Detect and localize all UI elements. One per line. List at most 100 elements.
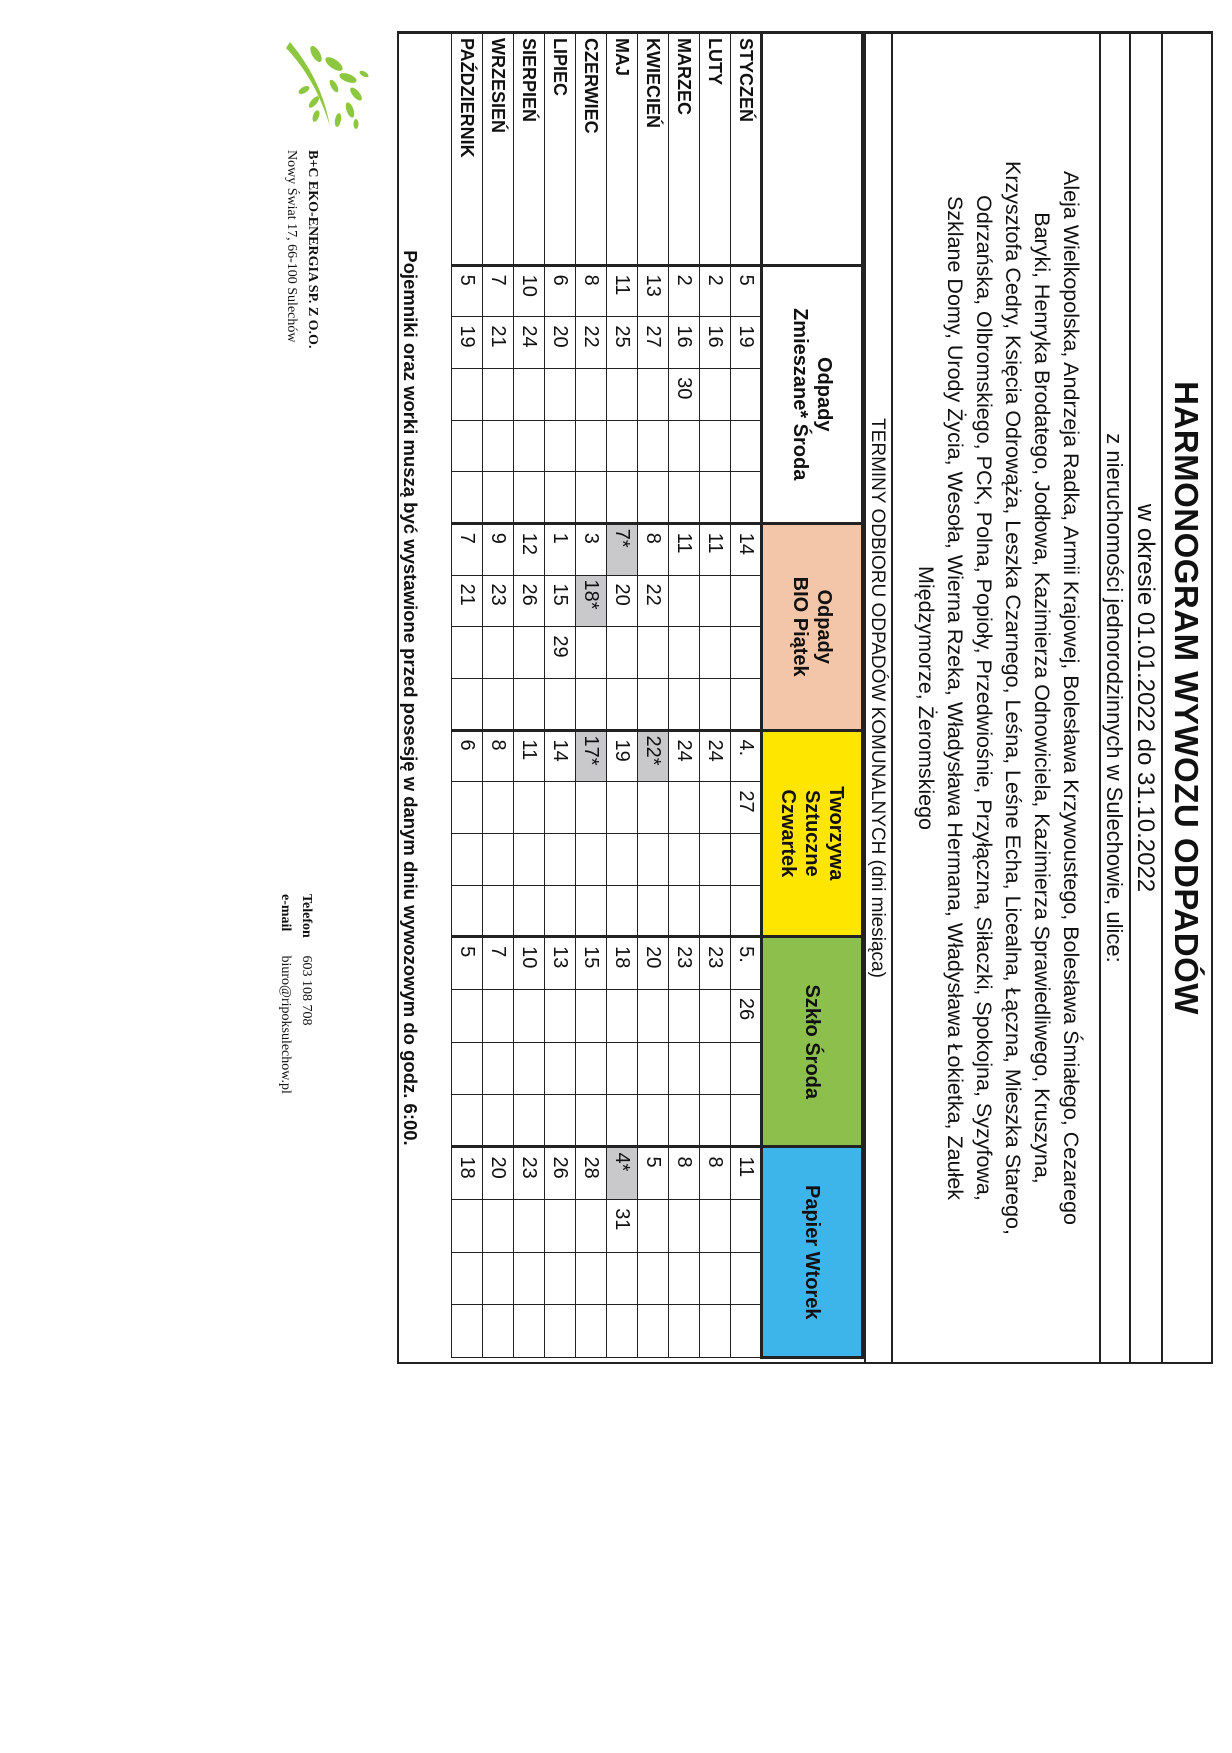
day-cell-s bbox=[606, 1042, 638, 1095]
day-cell-t: 11 bbox=[513, 730, 545, 782]
day-cell-p bbox=[637, 1252, 669, 1305]
day-cell-p bbox=[668, 1199, 700, 1253]
day-cell-t bbox=[575, 833, 607, 886]
day-cell-bio bbox=[482, 678, 514, 731]
day-cell-bio: 3 bbox=[575, 523, 607, 576]
day-cell-s bbox=[575, 1094, 607, 1147]
period-text: w okresie 01.01.2022 do 31.10.2022 bbox=[1129, 34, 1161, 1362]
day-cell-p bbox=[544, 1304, 576, 1358]
day-cell-p: 8 bbox=[699, 1146, 731, 1200]
month-cell: MAJ bbox=[606, 32, 638, 266]
day-cell-bio: 11 bbox=[699, 523, 731, 576]
day-cell-z bbox=[544, 420, 576, 472]
day-cell-t bbox=[699, 781, 731, 834]
day-cell-bio: 15 bbox=[544, 575, 576, 627]
footer: B+C EKO-ENERGIA SP. Z O.O. Nowy Świat 17… bbox=[252, 0, 392, 1753]
day-cell-z bbox=[730, 368, 762, 421]
day-cell-t: 4. bbox=[730, 730, 762, 782]
day-cell-t bbox=[513, 781, 545, 834]
day-cell-z: 16 bbox=[699, 316, 731, 369]
day-cell-p bbox=[699, 1199, 731, 1253]
day-cell-z bbox=[544, 368, 576, 421]
day-cell-z bbox=[482, 368, 514, 421]
day-cell-z: 22 bbox=[575, 316, 607, 369]
day-cell-z: 24 bbox=[513, 316, 545, 369]
day-cell-z: 21 bbox=[482, 316, 514, 369]
day-cell-s: 20 bbox=[637, 936, 669, 990]
day-cell-s bbox=[544, 989, 576, 1043]
month-cell: LIPIEC bbox=[544, 32, 576, 266]
company-block: B+C EKO-ENERGIA SP. Z O.O. Nowy Świat 17… bbox=[278, 150, 320, 348]
day-cell-s bbox=[451, 1094, 483, 1147]
day-cell-z: 5 bbox=[730, 265, 762, 317]
day-cell-bio: 22 bbox=[637, 575, 669, 627]
day-cell-z: 5 bbox=[451, 265, 483, 317]
day-cell-s bbox=[699, 1094, 731, 1147]
table-row: STYCZEŃ 5 19 14 4. 27 5. 26 11 bbox=[730, 32, 762, 1358]
day-cell-t bbox=[575, 885, 607, 937]
day-cell-z bbox=[730, 471, 762, 524]
day-cell-z bbox=[637, 420, 669, 472]
day-cell-z bbox=[699, 471, 731, 524]
day-cell-z: 7 bbox=[482, 265, 514, 317]
day-cell-p: 28 bbox=[575, 1146, 607, 1200]
day-cell-s: 23 bbox=[699, 936, 731, 990]
column-header-p: Papier Wtorek bbox=[761, 1146, 863, 1358]
day-cell-p bbox=[575, 1199, 607, 1253]
day-cell-bio bbox=[482, 626, 514, 679]
month-header-cell bbox=[761, 32, 863, 266]
schedule-frame: HARMONOGRAM WYWOZU ODPADÓW w okresie 01.… bbox=[397, 31, 1213, 1364]
day-cell-t bbox=[513, 833, 545, 886]
day-cell-bio: 11 bbox=[668, 523, 700, 576]
day-cell-s bbox=[668, 989, 700, 1043]
day-cell-bio bbox=[730, 575, 762, 627]
email-label: e-mail bbox=[278, 894, 293, 932]
day-cell-p bbox=[451, 1304, 483, 1358]
document-title: HARMONOGRAM WYWOZU ODPADÓW bbox=[1161, 34, 1211, 1362]
collection-note: Pojemniki oraz worki muszą być wystawion… bbox=[400, 250, 421, 1146]
day-cell-s bbox=[575, 1042, 607, 1095]
day-cell-z bbox=[575, 420, 607, 472]
day-cell-s bbox=[606, 1094, 638, 1147]
day-cell-p bbox=[513, 1304, 545, 1358]
day-cell-p bbox=[699, 1252, 731, 1305]
column-header-s: Szkło Środa bbox=[761, 936, 863, 1147]
column-header-bio: Odpady BIO Piątek bbox=[761, 523, 863, 731]
day-cell-z bbox=[637, 368, 669, 421]
column-header-label: Tworzywa Sztuczne Czwartek bbox=[777, 786, 847, 881]
day-cell-t bbox=[699, 885, 731, 937]
day-cell-p bbox=[575, 1252, 607, 1305]
day-cell-bio: 14 bbox=[730, 523, 762, 576]
day-cell-p bbox=[730, 1304, 762, 1358]
day-cell-s: 18 bbox=[606, 936, 638, 990]
tree-leaves-logo-icon bbox=[286, 42, 369, 129]
day-cell-z bbox=[513, 368, 545, 421]
day-cell-z: 6 bbox=[544, 265, 576, 317]
email-address: biuro@ripoksulechow.pl bbox=[278, 955, 293, 1094]
streets-line: Aleja Wielkopolska, Andrzeja Radka, Armi… bbox=[1059, 170, 1083, 1225]
day-cell-s bbox=[699, 1042, 731, 1095]
day-cell-s bbox=[544, 1042, 576, 1095]
streets-line: Baryki, Henryka Brodatego, Jodłowa, Kazi… bbox=[1030, 212, 1054, 1184]
day-cell-s bbox=[513, 1042, 545, 1095]
day-cell-bio bbox=[606, 678, 638, 731]
day-cell-z bbox=[482, 471, 514, 524]
day-cell-bio-highlighted: 18* bbox=[575, 575, 607, 627]
day-cell-bio: 21 bbox=[451, 575, 483, 627]
day-cell-bio: 1 bbox=[544, 523, 576, 576]
streets-line: Międzymorze, Żeromskiego bbox=[914, 565, 938, 831]
schedule-table: Odpady Zmieszane* Środa Odpady BIO Piątek… bbox=[451, 31, 864, 1359]
day-cell-z bbox=[482, 420, 514, 472]
day-cell-t: 24 bbox=[699, 730, 731, 782]
day-cell-t bbox=[668, 833, 700, 886]
day-cell-bio bbox=[730, 626, 762, 679]
day-cell-bio bbox=[544, 678, 576, 731]
day-cell-t bbox=[544, 781, 576, 834]
phone-label: Telefon bbox=[299, 894, 314, 938]
day-cell-p-highlighted: 4* bbox=[606, 1146, 638, 1200]
day-cell-s bbox=[482, 1042, 514, 1095]
month-cell: PAŹDZIERNIK bbox=[451, 32, 483, 266]
day-cell-z bbox=[451, 420, 483, 472]
day-cell-bio bbox=[730, 678, 762, 731]
day-cell-p bbox=[606, 1252, 638, 1305]
